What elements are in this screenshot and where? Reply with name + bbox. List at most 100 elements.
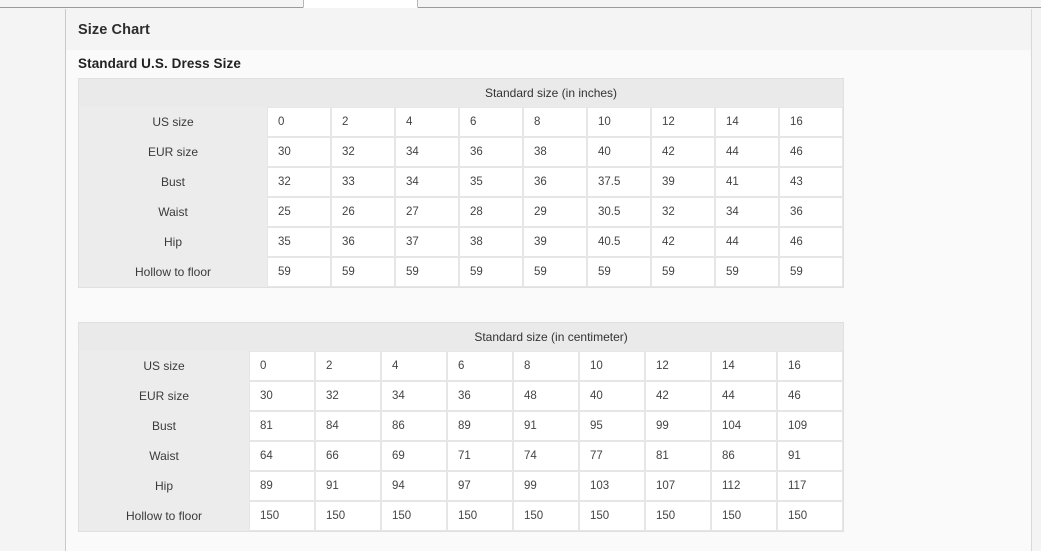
table-cell: 33: [331, 167, 395, 197]
table-cell: 59: [267, 257, 331, 287]
row-label: US size: [79, 351, 249, 381]
table-cell: 30.5: [587, 197, 651, 227]
table-gap: [66, 288, 1031, 322]
table-cell: 117: [777, 471, 844, 501]
table-cell: 69: [381, 441, 447, 471]
table-row: Bust 81 84 86 89 91 95 99 104 109: [79, 411, 844, 441]
table-cell: 34: [715, 197, 779, 227]
table-cell: 35: [459, 167, 523, 197]
table-cell: 4: [381, 351, 447, 381]
table-cell: 150: [711, 501, 777, 531]
table-cell: 32: [267, 167, 331, 197]
table-cell: 150: [645, 501, 711, 531]
table-caption-row: Standard size (in centimeter): [79, 323, 844, 351]
table-cell: 0: [267, 107, 331, 137]
table-cell: 32: [651, 197, 715, 227]
table-cell: 99: [645, 411, 711, 441]
table-row: Bust 32 33 34 35 36 37.5 39 41 43: [79, 167, 844, 197]
table-cell: 34: [395, 167, 459, 197]
active-tab[interactable]: [303, 0, 418, 8]
table-cell: 91: [513, 411, 579, 441]
table-cell: 27: [395, 197, 459, 227]
centimeter-table-body: Standard size (in centimeter) US size 0 …: [79, 323, 844, 531]
table-cell: 99: [513, 471, 579, 501]
table-cell: 30: [267, 137, 331, 167]
table-cell: 40.5: [587, 227, 651, 257]
table-cell: 29: [523, 197, 587, 227]
table-cell: 36: [523, 167, 587, 197]
table-cell: 86: [711, 441, 777, 471]
table-cell: 59: [395, 257, 459, 287]
table-cell: 41: [715, 167, 779, 197]
table-cell: 14: [715, 107, 779, 137]
table-cell: 89: [249, 471, 315, 501]
table-cell: 35: [267, 227, 331, 257]
table-cell: 84: [315, 411, 381, 441]
table-cell: 42: [645, 381, 711, 411]
table-cell: 91: [315, 471, 381, 501]
table-cell: 32: [315, 381, 381, 411]
table-row: US size 0 2 4 6 8 10 12 14 16: [79, 351, 844, 381]
row-label: Waist: [79, 197, 267, 227]
table-cell: 32: [331, 137, 395, 167]
size-table-inches: Standard size (in inches) US size 0 2 4 …: [78, 78, 845, 288]
table-cell: 36: [459, 137, 523, 167]
table-row: US size 0 2 4 6 8 10 12 14 16: [79, 107, 844, 137]
table-cell: 107: [645, 471, 711, 501]
table-cell: 39: [523, 227, 587, 257]
table-cell: 8: [523, 107, 587, 137]
table-cell: 40: [587, 137, 651, 167]
table-cell: 89: [447, 411, 513, 441]
row-label: EUR size: [79, 137, 267, 167]
table-cell: 59: [523, 257, 587, 287]
table-cell: 71: [447, 441, 513, 471]
size-chart-panel: Size Chart Standard U.S. Dress Size Stan…: [65, 9, 1032, 551]
table-cell: 34: [381, 381, 447, 411]
table-cell: 26: [331, 197, 395, 227]
table-cell: 40: [579, 381, 645, 411]
table-cell: 14: [711, 351, 777, 381]
table-cell: 36: [779, 197, 844, 227]
table-cell: 48: [513, 381, 579, 411]
table-cell: 43: [779, 167, 844, 197]
table-cell: 46: [777, 381, 844, 411]
table-cell: 91: [777, 441, 844, 471]
table-cell: 150: [381, 501, 447, 531]
table-row: EUR size 30 32 34 36 48 40 42 44 46: [79, 381, 844, 411]
row-label: Hip: [79, 227, 267, 257]
table-cell: 46: [779, 137, 844, 167]
table-cell: 97: [447, 471, 513, 501]
table-row: Hollow to floor 59 59 59 59 59 59 59 59 …: [79, 257, 844, 287]
page-header: Size Chart: [66, 9, 1031, 50]
table-caption-text: Standard size (in centimeter): [474, 330, 628, 344]
table-caption-cell: Standard size (in inches): [79, 79, 844, 107]
table-row: EUR size 30 32 34 36 38 40 42 44 46: [79, 137, 844, 167]
table-cell: 59: [715, 257, 779, 287]
table-cell: 34: [395, 137, 459, 167]
table-caption-cell: Standard size (in centimeter): [79, 323, 844, 351]
table-row: Hollow to floor 150 150 150 150 150 150 …: [79, 501, 844, 531]
table-cell: 150: [579, 501, 645, 531]
page-title: Size Chart: [78, 21, 150, 38]
table-cell: 44: [715, 227, 779, 257]
table-cell: 25: [267, 197, 331, 227]
table-cell: 104: [711, 411, 777, 441]
table-cell: 42: [651, 137, 715, 167]
table-cell: 150: [315, 501, 381, 531]
table-cell: 6: [447, 351, 513, 381]
table-cell: 38: [459, 227, 523, 257]
table-cell: 150: [249, 501, 315, 531]
table-cell: 6: [459, 107, 523, 137]
table-cell: 109: [777, 411, 844, 441]
table-cell: 64: [249, 441, 315, 471]
row-label: Hollow to floor: [79, 257, 267, 287]
table-cell: 10: [587, 107, 651, 137]
table-cell: 10: [579, 351, 645, 381]
table-cell: 44: [711, 381, 777, 411]
table-cell: 95: [579, 411, 645, 441]
table-cell: 39: [651, 167, 715, 197]
table-cell: 150: [513, 501, 579, 531]
table-cell: 42: [651, 227, 715, 257]
table-cell: 150: [777, 501, 844, 531]
table-cell: 66: [315, 441, 381, 471]
